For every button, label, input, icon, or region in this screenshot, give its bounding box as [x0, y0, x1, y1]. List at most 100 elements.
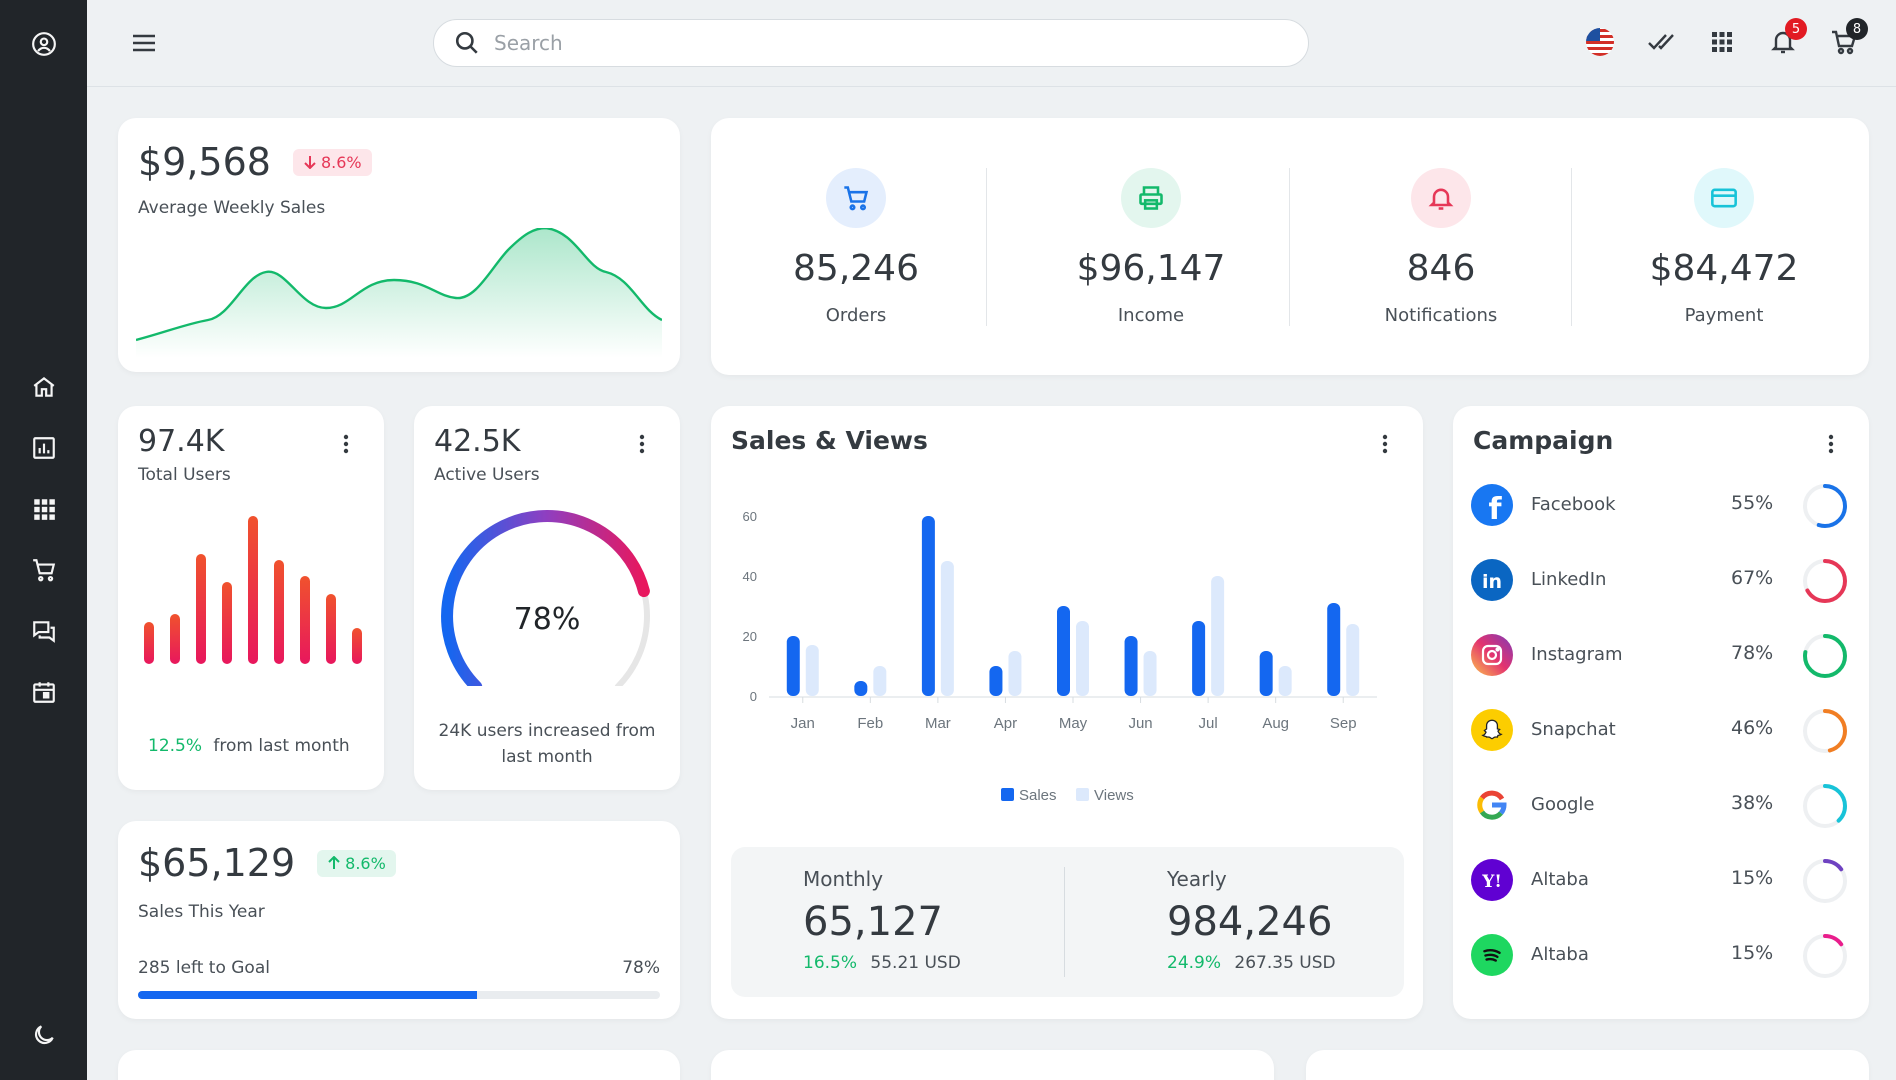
sales-views-title: Sales & Views: [731, 426, 928, 455]
monthly-usd: 55.21 USD: [870, 953, 961, 973]
campaign-row[interactable]: Instagram 78%: [1471, 630, 1865, 680]
double-check-icon[interactable]: [1643, 24, 1679, 60]
cart-count-badge: 8: [1846, 18, 1868, 40]
campaign-menu-icon[interactable]: [1819, 432, 1843, 456]
menu-toggle-icon[interactable]: [129, 28, 159, 58]
campaign-name: Facebook: [1531, 494, 1616, 515]
active-users-menu-icon[interactable]: [630, 432, 654, 456]
bell-icon: [1411, 168, 1471, 228]
yearly-pct: 24.9%: [1167, 953, 1222, 973]
campaign-row[interactable]: Altaba 15%: [1471, 930, 1865, 980]
x-tick-label: Sep: [1330, 715, 1357, 732]
campaign-row[interactable]: f Facebook 55%: [1471, 480, 1865, 530]
x-tick-label: Aug: [1262, 715, 1289, 732]
payment-value: $84,472: [1649, 248, 1799, 289]
notifications-value: 846: [1406, 248, 1476, 289]
campaign-progress-ring: [1803, 709, 1847, 753]
chart-bar-views: [805, 645, 819, 696]
chart-bar-sales: [1192, 621, 1206, 696]
arrow-up-icon: [328, 856, 340, 869]
notifications-count-badge: 5: [1785, 18, 1807, 40]
bottom-card-right: [1306, 1050, 1869, 1080]
monthly-value: 65,127: [803, 899, 943, 945]
campaign-row[interactable]: Snapchat 46%: [1471, 705, 1865, 755]
printer-icon: [1121, 168, 1181, 228]
campaign-name: Snapchat: [1531, 719, 1616, 740]
arrow-down-icon: [304, 156, 316, 169]
sales-views-chart: 0 20 40 60 Jan Feb Mar Apr May Jun Jul Aug Sep Sales V…: [743, 509, 1377, 804]
cart-icon[interactable]: [0, 548, 87, 592]
users-bar: [248, 516, 258, 664]
sales-views-card: Sales & Views 0 20 40 60 Jan Feb Mar Apr May Jun J…: [711, 406, 1423, 1019]
bottom-card-left: [118, 1050, 680, 1080]
sidebar: [0, 0, 87, 1080]
bottom-card-middle: [711, 1050, 1274, 1080]
yearly-detail: 24.9% 267.35 USD: [1167, 953, 1336, 973]
campaign-row[interactable]: Y! Altaba 15%: [1471, 855, 1865, 905]
apps-grid-icon[interactable]: [1704, 24, 1740, 60]
campaign-progress-ring: [1803, 484, 1847, 528]
users-bar: [144, 622, 154, 664]
stat-divider: [1571, 168, 1572, 326]
analytics-icon[interactable]: [0, 426, 87, 470]
goal-progress-track: [138, 991, 660, 999]
stat-divider: [1289, 168, 1290, 326]
campaign-percent: 15%: [1731, 942, 1774, 964]
instagram-icon: [1471, 634, 1513, 676]
y-tick-label: 60: [743, 509, 757, 524]
x-tick-label: Mar: [925, 715, 951, 732]
campaign-progress-ring: [1803, 784, 1847, 828]
dark-mode-icon[interactable]: [0, 1013, 87, 1057]
user-profile-icon[interactable]: [0, 22, 87, 66]
campaign-progress-ring: [1803, 859, 1847, 903]
notifications-bell-icon[interactable]: 5: [1765, 18, 1807, 60]
legend-label: Views: [1094, 787, 1134, 804]
chat-icon[interactable]: [0, 609, 87, 653]
campaign-percent: 78%: [1731, 642, 1774, 664]
total-users-growth: 12.5% from last month: [148, 736, 350, 756]
facebook-icon: f: [1471, 484, 1513, 526]
x-tick-label: Apr: [994, 715, 1017, 732]
stat-divider: [986, 168, 987, 326]
active-users-value: 42.5K: [434, 424, 521, 459]
users-bar: [326, 594, 336, 664]
campaign-name: Altaba: [1531, 869, 1589, 890]
x-tick-label: Jul: [1199, 715, 1218, 732]
campaign-percent: 38%: [1731, 792, 1774, 814]
chart-bar-sales: [1327, 603, 1341, 696]
users-bar: [352, 628, 362, 664]
campaign-title: Campaign: [1473, 426, 1614, 455]
sales-year-change-badge: 8.6%: [317, 849, 396, 877]
shopping-cart-icon[interactable]: 8: [1826, 18, 1868, 60]
spotify-icon: [1471, 934, 1513, 976]
payment-label: Payment: [1684, 305, 1764, 326]
stats-summary-card: 85,246 Orders $96,147 Income 846 Notific…: [711, 118, 1869, 375]
home-icon[interactable]: [0, 365, 87, 409]
weekly-sales-sparkline: [136, 228, 662, 358]
monthly-detail: 16.5% 55.21 USD: [803, 953, 961, 973]
sales-year-label: Sales This Year: [138, 902, 265, 922]
search-input[interactable]: [494, 31, 1274, 55]
campaign-row[interactable]: in LinkedIn 67%: [1471, 555, 1865, 605]
x-tick-label: Jun: [1128, 715, 1152, 732]
campaign-progress-ring: [1803, 934, 1847, 978]
linkedin-icon: in: [1471, 559, 1513, 601]
campaign-percent: 46%: [1731, 717, 1774, 739]
weekly-sales-label: Average Weekly Sales: [138, 198, 326, 218]
yahoo-icon: Y!: [1471, 859, 1513, 901]
calendar-icon[interactable]: [0, 670, 87, 714]
chart-bar-sales: [1124, 636, 1138, 696]
yearly-usd: 267.35 USD: [1234, 953, 1336, 973]
campaign-row[interactable]: Google 38%: [1471, 780, 1865, 830]
us-flag-icon[interactable]: [1582, 24, 1618, 60]
goal-remaining-text: 285 left to Goal: [138, 958, 270, 978]
apps-icon[interactable]: [0, 487, 87, 531]
legend-swatch: [1001, 788, 1014, 801]
total-users-menu-icon[interactable]: [334, 432, 358, 456]
users-bar: [222, 582, 232, 664]
chart-bar-views: [1346, 624, 1360, 696]
sales-views-menu-icon[interactable]: [1373, 432, 1397, 456]
total-users-growth-text: from last month: [213, 736, 350, 756]
goal-progress-fill: [138, 991, 478, 999]
yearly-value: 984,246: [1167, 899, 1333, 945]
